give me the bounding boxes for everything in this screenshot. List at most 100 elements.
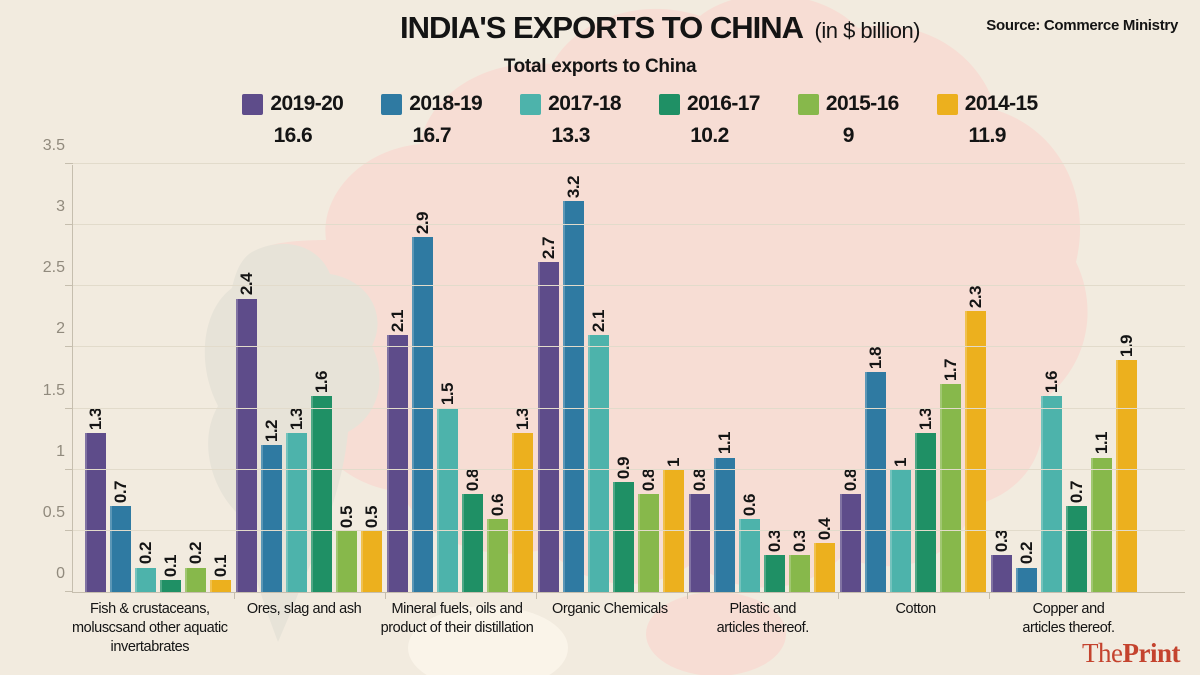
bar-rect [487,518,508,592]
bar-rect [965,310,986,592]
legend-swatch-icon [797,93,819,115]
bar-2018-19: 2.9 [412,212,433,592]
bar-2019-20: 0.8 [840,469,861,592]
bar-2019-20: 0.8 [689,469,710,592]
bar-rect [311,396,332,592]
bar-rect [789,555,810,592]
category-label-3: Mineral fuels, oils and product of their… [380,601,534,636]
bar-rect [185,567,206,592]
gridline-0.5 [73,529,1185,531]
y-axis-label: 0 [56,565,65,582]
bar-value-label: 0.5 [362,505,381,528]
bar-group-1: 1.3 0.7 0.2 0.1 0.2 0.1 [85,408,231,592]
legend-year-label: 2019-20 [270,92,344,115]
bar-value-label: 0.8 [841,469,860,492]
bar-value-label: 2.1 [388,310,407,333]
x-axis-tick [233,592,235,599]
bar-rect [915,433,936,592]
bar-rect [865,371,886,592]
bar-rect [764,555,785,592]
bar-value-label: 0.7 [111,481,130,504]
bar-value-label: 0.2 [186,542,205,565]
page-title: INDIA'S EXPORTS TO CHINA (in $ billion) [0,10,1200,46]
bar-2016-17: 0.1 [160,555,181,592]
x-axis-tick [837,592,839,599]
legend-swatch-icon [936,93,958,115]
bar-2014-15: 0.5 [361,506,382,592]
bar-rect [261,445,282,592]
legend-year-label: 2014-15 [964,92,1038,115]
legend-swatch-icon [520,93,542,115]
source-credit: Source: Commerce Ministry [986,17,1178,34]
bar-value-label: 1.3 [287,407,306,431]
bar-rect [286,433,307,592]
bar-value-label: 2.7 [539,236,558,259]
legend-item-2018-19: 2018-19 16.7 [381,92,483,148]
bar-rect [361,530,382,592]
legend-total-value: 16.6 [273,124,313,147]
legend-year-label: 2015-16 [825,92,899,115]
bar-rect [588,335,609,592]
bar-rect [638,494,659,592]
gridline-2.5 [73,285,1185,287]
bar-2014-15: 0.1 [210,555,231,592]
y-axis-tick [65,591,73,592]
bar-rect [1041,396,1062,592]
gridline-3.5 [73,163,1185,164]
bar-value-label: 0.3 [992,530,1011,553]
bar-rect [336,530,357,592]
x-axis-tick [686,592,688,599]
logo-the: The [1082,638,1123,668]
logo-print: Print [1122,638,1181,668]
bar-2015-16: 1.1 [1091,432,1112,592]
y-axis-label: 1.5 [42,381,65,399]
legend-year-label: 2016-17 [687,92,760,115]
bar-group-3: 2.1 2.9 1.5 0.8 0.6 1.3 [387,212,533,592]
bar-2015-16: 1.7 [940,359,961,592]
y-axis-label: 1 [56,442,65,460]
category-labels: Fish & crustaceans, moluscsand other aqu… [72,600,1185,657]
bar-value-label: 0.2 [136,542,155,565]
bar-2017-18: 2.1 [588,310,609,592]
bar-rect [236,298,257,592]
bar-group-5: 0.8 1.1 0.6 0.3 0.3 0.4 [689,432,835,592]
bar-group-4: 2.7 3.2 2.1 0.9 0.8 1 [538,176,684,592]
bar-value-label: 1 [664,457,683,467]
bar-2015-16: 0.8 [638,469,659,592]
bar-group-2: 2.4 1.2 1.3 1.6 0.5 0.5 [236,273,382,592]
bar-rect [462,494,483,592]
bar-2015-16: 0.6 [487,494,508,592]
bar-rect [689,494,710,592]
bar-rect [890,469,911,592]
category-label-7: Copper and articles thereof. [1022,601,1115,636]
bar-value-label: 0.2 [1017,542,1036,565]
bar-value-label: 0.6 [740,493,759,516]
bar-value-label: 0.3 [765,530,784,553]
bar-value-label: 0.1 [161,554,180,577]
bar-value-label: 2.1 [589,310,608,333]
bar-rect [1066,506,1087,592]
category-label-2: Ores, slag and ash [246,601,362,617]
bar-value-label: 1.5 [438,383,457,406]
y-axis-label: 2.5 [42,259,65,277]
bar-2014-15: 1.9 [1116,335,1137,592]
bar-rect [160,579,181,592]
bar-2017-18: 0.2 [135,542,156,592]
bar-value-label: 1.3 [513,407,532,431]
legend: 2019-20 16.6 2018-19 16.7 2017-18 13.3 2016-17… [40,92,1200,148]
y-axis-label: 3 [56,198,65,216]
bar-rect [739,518,760,592]
bar-rect [940,384,961,592]
y-axis-label: 0.5 [42,503,65,521]
bar-rect [1116,359,1137,592]
legend-item-2019-20: 2019-20 16.6 [242,92,344,148]
legend-item-2014-15: 2014-15 11.9 [936,92,1038,148]
bar-value-label: 1.7 [941,358,960,382]
y-axis-tick [65,163,73,164]
bar-group-7: 0.3 0.2 1.6 0.7 1.1 1.9 [991,335,1137,592]
bar-value-label: 1.1 [1092,432,1111,455]
y-axis-tick [65,407,73,409]
light-landmass-blob [408,606,568,675]
bar-2017-18: 0.6 [739,493,760,592]
bar-2016-17: 0.8 [462,469,483,592]
